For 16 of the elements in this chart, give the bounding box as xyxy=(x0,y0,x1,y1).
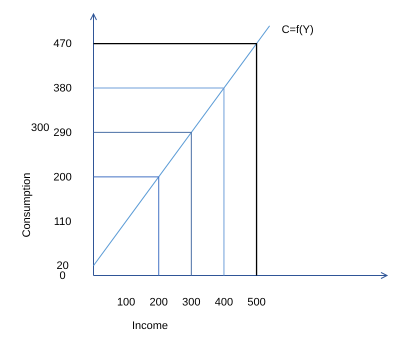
x-tick-label: 500 xyxy=(247,296,266,308)
y-tick-label: 470 xyxy=(53,38,72,50)
x-tick-label: 100 xyxy=(116,296,136,308)
x-tick-label: 300 xyxy=(182,296,201,308)
y-axis-title: Consumption xyxy=(21,172,33,238)
y-tick-label: 380 xyxy=(53,82,72,95)
text: 300 xyxy=(31,122,50,134)
x-tick-label: 400 xyxy=(214,296,234,308)
y-tick-label: 200 xyxy=(53,171,72,184)
y-tick-label: 0 xyxy=(60,270,66,282)
y-tick-label: 290 xyxy=(53,126,72,139)
series-label: C=f(Y) xyxy=(282,24,314,36)
y-tick-label: 110 xyxy=(54,216,72,228)
x-axis-title: Income xyxy=(132,320,168,332)
y-tick-label: 20 xyxy=(56,260,69,272)
x-tick-label: 200 xyxy=(150,296,168,308)
